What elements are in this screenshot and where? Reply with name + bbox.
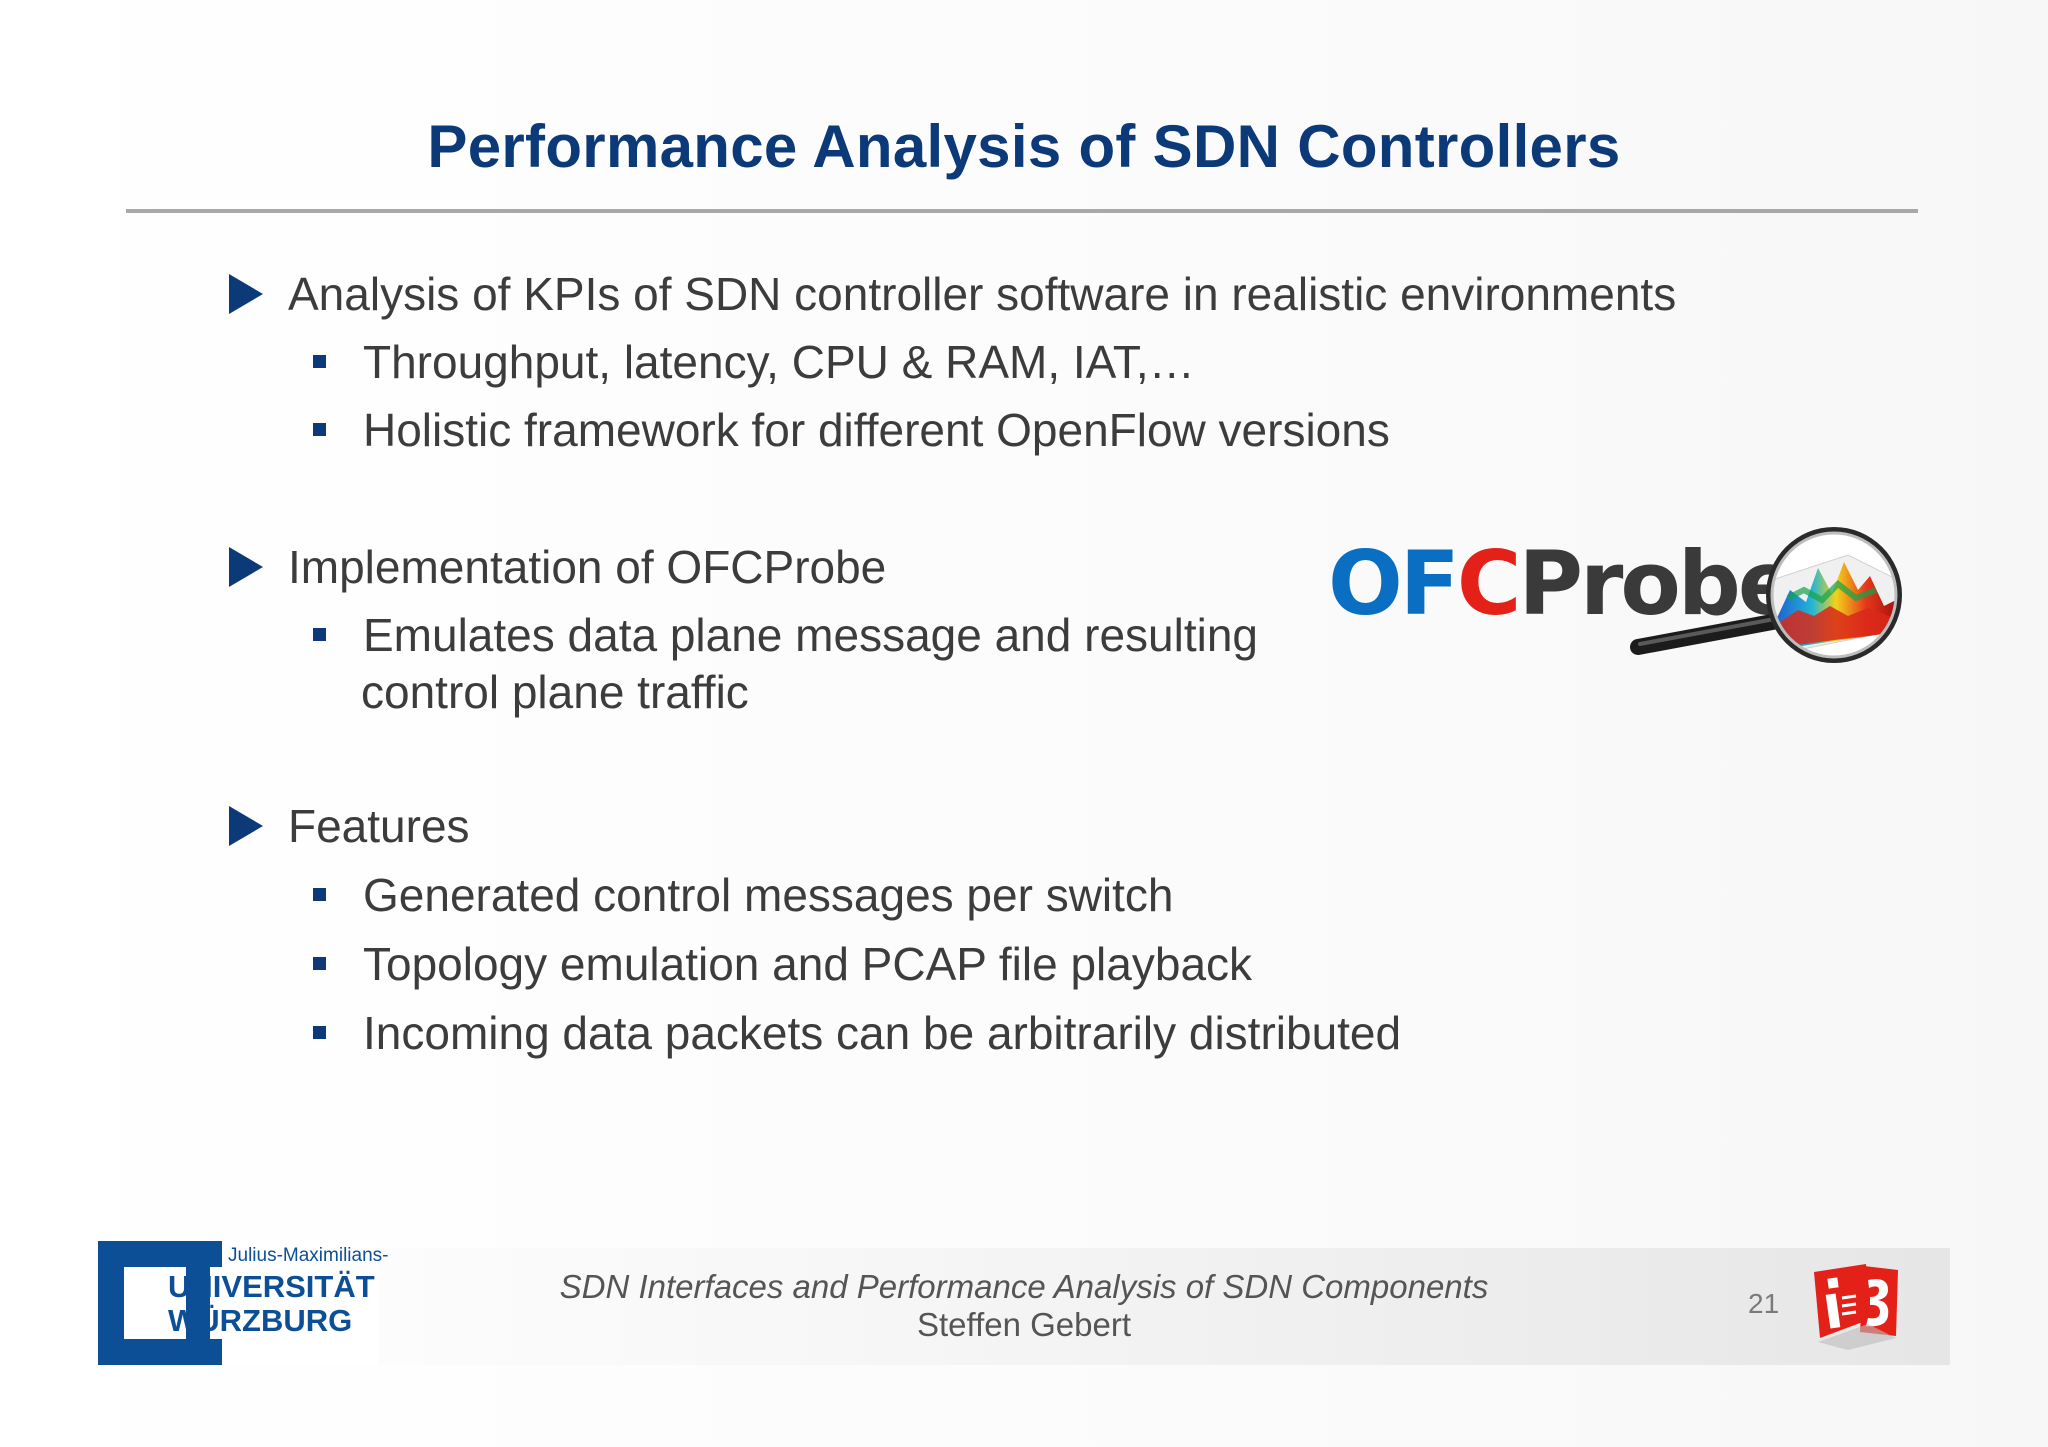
- bullet-item: Incoming data packets can be arbitrarily…: [363, 1007, 1402, 1059]
- bullet-heading: Implementation of OFCProbe: [288, 541, 887, 593]
- university-logo: Julius-Maximilians- UNIVERSITÄT WÜRZBURG: [98, 1241, 388, 1370]
- magnifier-icon: [1630, 527, 1902, 663]
- bullet-item: Topology emulation and PCAP file playbac…: [363, 938, 1253, 990]
- page-number: 21: [1748, 1288, 1780, 1319]
- university-name-line2: UNIVERSITÄT: [168, 1269, 375, 1304]
- square-bullet-icon: [313, 423, 326, 436]
- square-bullet-icon: [313, 355, 326, 368]
- university-name-line1: Julius-Maximilians-: [228, 1245, 389, 1266]
- bullet-item: Throughput, latency, CPU & RAM, IAT,…: [363, 336, 1195, 388]
- bullet-item: Generated control messages per switch: [363, 869, 1174, 921]
- footer-band: [98, 1248, 1950, 1365]
- ofcprobe-logo: OFCProbe: [1328, 520, 1908, 670]
- square-bullet-icon: [313, 957, 326, 970]
- title-divider: [126, 209, 1918, 213]
- triangle-bullet-icon: [229, 806, 263, 846]
- university-name-line3: WÜRZBURG: [168, 1303, 353, 1338]
- footer-title: SDN Interfaces and Performance Analysis …: [559, 1268, 1489, 1305]
- triangle-bullet-icon: [229, 274, 263, 314]
- square-bullet-icon: [313, 888, 326, 901]
- logo-text-of: OF: [1328, 532, 1460, 635]
- triangle-bullet-icon: [229, 547, 263, 587]
- bullet-heading: Analysis of KPIs of SDN controller softw…: [288, 268, 1677, 320]
- i3-chair-logo: [1808, 1258, 1904, 1359]
- footer-author: Steffen Gebert: [916, 1306, 1132, 1343]
- bullet-heading: Features: [288, 800, 470, 852]
- logo-text-probe: Probe: [1518, 532, 1798, 635]
- bullet-item: Holistic framework for different OpenFlo…: [363, 404, 1390, 456]
- slide-title: Performance Analysis of SDN Controllers: [427, 113, 1621, 180]
- logo-text-c: C: [1456, 532, 1522, 635]
- bullet-item-continuation: control plane traffic: [361, 666, 749, 718]
- bullet-item: Emulates data plane message and resultin…: [363, 609, 1259, 661]
- square-bullet-icon: [313, 628, 326, 641]
- square-bullet-icon: [313, 1026, 326, 1039]
